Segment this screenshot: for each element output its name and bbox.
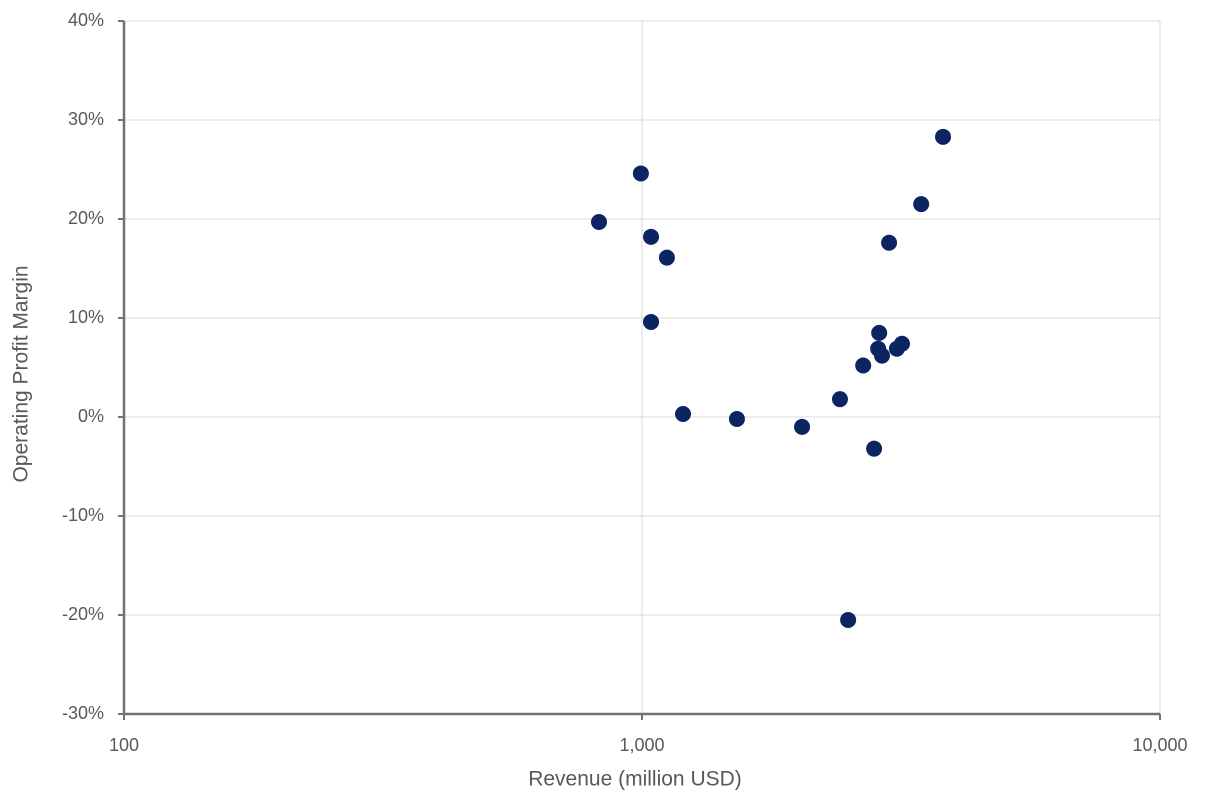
point: [643, 313, 660, 330]
point: [893, 335, 910, 352]
point: [658, 249, 675, 266]
x-tick-label: 100: [109, 735, 139, 755]
y-tick-label: -30%: [62, 703, 104, 723]
point: [831, 391, 848, 408]
y-tick-label: 20%: [68, 208, 104, 228]
y-tick-label: -20%: [62, 604, 104, 624]
point: [728, 410, 745, 427]
y-tick-label: -10%: [62, 505, 104, 525]
point: [840, 611, 857, 628]
x-tick-label: 1,000: [619, 735, 664, 755]
point: [675, 406, 692, 423]
y-tick-label: 0%: [78, 406, 104, 426]
point: [590, 213, 607, 230]
point: [632, 165, 649, 182]
point: [913, 196, 930, 213]
point: [855, 357, 872, 374]
point: [935, 128, 952, 145]
point: [866, 440, 883, 457]
x-axis-label: Revenue (million USD): [528, 768, 742, 791]
point: [881, 234, 898, 251]
x-tick-label: 10,000: [1132, 735, 1187, 755]
y-axis-label: Operating Profit Margin: [10, 265, 33, 482]
y-tick-label: 40%: [68, 10, 104, 30]
y-tick-label: 30%: [68, 109, 104, 129]
point: [794, 418, 811, 435]
point: [871, 324, 888, 341]
point: [873, 347, 890, 364]
y-tick-label: 10%: [68, 307, 104, 327]
point: [643, 228, 660, 245]
